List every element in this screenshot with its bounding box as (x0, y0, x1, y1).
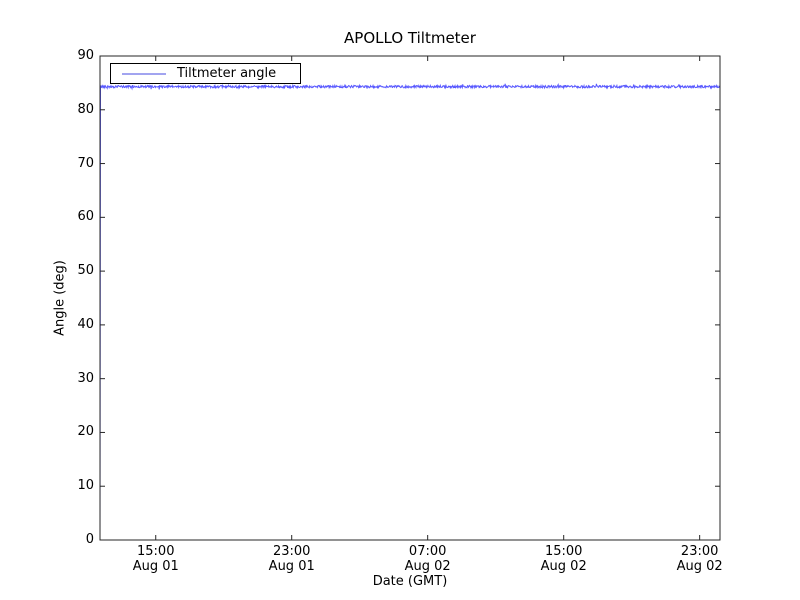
x-tick-label: 23:00 Aug 02 (655, 544, 745, 574)
x-tick-date: Aug 01 (132, 559, 179, 574)
y-tick-label: 40 (77, 316, 94, 332)
y-tick-label: 70 (77, 155, 94, 171)
tiltmeter-angle-line (99, 82, 721, 541)
y-tick-label: 20 (77, 424, 94, 440)
x-tick-time: 23:00 (680, 544, 719, 559)
y-tick-label: 50 (77, 263, 94, 279)
legend: Tiltmeter angle (110, 63, 301, 84)
y-tick-label: 30 (77, 370, 94, 386)
y-tick-label: 80 (77, 101, 94, 117)
y-tick-label: 60 (77, 209, 94, 225)
x-tick-date: Aug 02 (540, 559, 587, 574)
y-tick-label: 90 (77, 48, 94, 63)
x-tick-time: 15:00 (137, 544, 175, 559)
chart-title: APOLLO Tiltmeter (344, 29, 476, 47)
x-tick-label: 07:00 Aug 02 (383, 544, 473, 574)
x-tick-time: 07:00 (408, 544, 447, 559)
x-tick-label: 23:00 Aug 01 (247, 544, 337, 574)
x-tick-time: 23:00 (272, 544, 311, 559)
x-axis-label: Date (GMT) (372, 574, 448, 589)
y-tick-label: 10 (77, 478, 94, 494)
x-tick-label: 15:00 Aug 02 (519, 544, 609, 574)
legend-label: Tiltmeter angle (177, 66, 277, 81)
x-tick-date: Aug 02 (404, 559, 451, 574)
y-tick-label: 0 (85, 532, 94, 547)
axes-spines (99, 55, 721, 541)
legend-line-sample (122, 72, 166, 75)
x-tick-date: Aug 02 (676, 559, 723, 574)
x-tick-time: 15:00 (544, 544, 583, 559)
x-tick-date: Aug 01 (268, 559, 315, 574)
x-tick-label: 15:00 Aug 01 (111, 544, 201, 574)
